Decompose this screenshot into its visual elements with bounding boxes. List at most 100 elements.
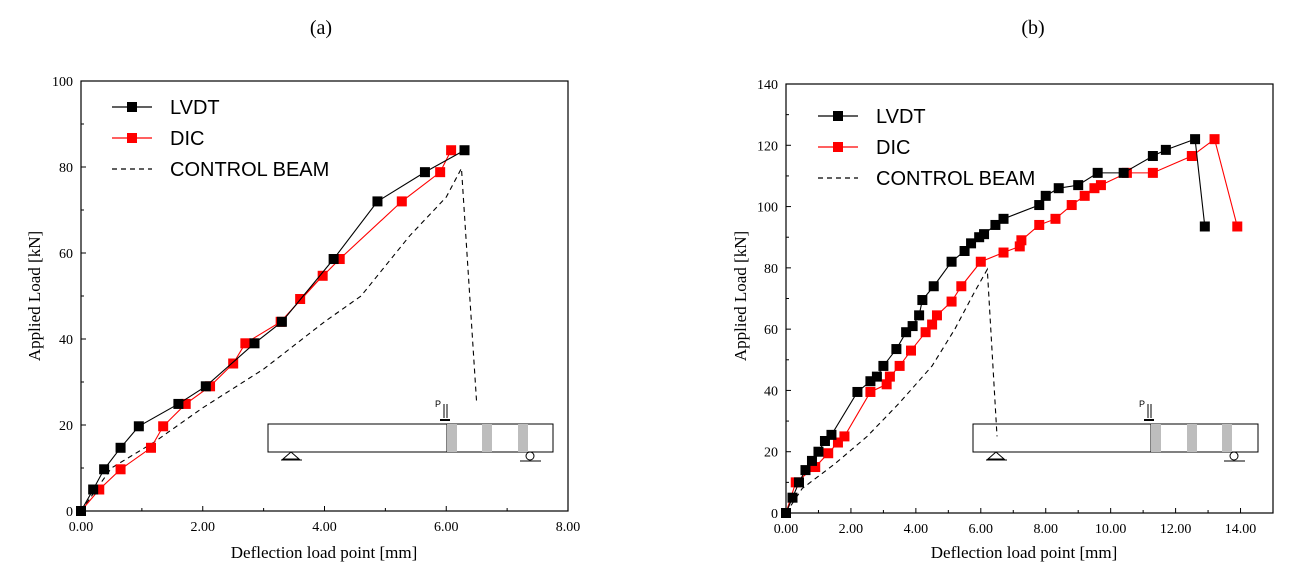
data-point-lvdt [998, 213, 1009, 224]
data-point-lvdt [826, 429, 837, 440]
data-point-dic [1016, 235, 1027, 246]
y-tick-label: 20 [59, 419, 73, 434]
data-point-dic [446, 145, 457, 156]
legend-label: CONTROL BEAM [876, 168, 1035, 190]
panel-label-a: (a) [310, 17, 332, 39]
legend-label: LVDT [170, 97, 220, 119]
data-point-lvdt [891, 344, 902, 355]
y-tick-label: 60 [59, 247, 73, 262]
x-axis-title-b: Deflection load point [mm] [931, 543, 1117, 562]
data-point-dic [146, 442, 157, 453]
data-point-lvdt [1034, 200, 1045, 211]
y-axis-title-b: Applied Load [kN] [731, 231, 750, 361]
data-point-lvdt [979, 229, 990, 240]
data-point-dic [832, 437, 843, 448]
data-point-dic [317, 270, 328, 281]
data-point-dic [1089, 183, 1100, 194]
y-tick-label: 40 [764, 384, 778, 399]
data-point-dic [865, 386, 876, 397]
data-point-dic [1186, 151, 1197, 162]
data-point-dic [884, 371, 895, 382]
data-point-dic [158, 421, 169, 432]
y-tick-label: 60 [764, 323, 778, 338]
legend-label: LVDT [876, 106, 926, 128]
data-point-dic [1209, 134, 1220, 145]
data-point-dic [1079, 190, 1090, 201]
data-point-dic [228, 358, 239, 369]
data-point-lvdt [1092, 167, 1103, 178]
series-layer-a [76, 145, 478, 516]
data-point-lvdt [865, 376, 876, 387]
legend-label: DIC [170, 128, 204, 150]
series-layer-b [781, 134, 1243, 518]
data-point-dic [115, 464, 126, 475]
x-tick-label: 12.00 [1160, 522, 1192, 537]
x-tick-label: 2.00 [191, 520, 216, 535]
data-point-lvdt [276, 316, 287, 327]
x-axis-title-a: Deflection load point [mm] [231, 543, 417, 562]
data-point-lvdt [959, 246, 970, 257]
data-point-lvdt [372, 196, 383, 207]
data-point-lvdt [917, 295, 928, 306]
data-point-dic [881, 379, 892, 390]
series-line-control-beam [785, 267, 998, 514]
x-tick-label: 6.00 [434, 520, 459, 535]
data-point-lvdt [928, 281, 939, 292]
data-point-lvdt [88, 484, 99, 495]
axis-ticks-b: 0.00 2.00 4.00 6.00 8.00 10.00 12.00 14.00 0 20 40… [757, 78, 1256, 537]
data-point-dic [1232, 221, 1243, 232]
data-point-lvdt [1147, 151, 1158, 162]
x-tick-label: 2.00 [839, 522, 864, 537]
y-tick-label: 120 [757, 139, 778, 154]
series-line-dic [80, 149, 452, 512]
y-tick-label: 100 [52, 75, 73, 90]
data-point-dic [839, 431, 850, 442]
data-point-lvdt [787, 492, 798, 503]
data-point-dic [435, 167, 446, 178]
data-point-dic [823, 448, 834, 459]
series-line-dic [785, 138, 1238, 514]
data-point-dic [1066, 200, 1077, 211]
data-point-lvdt [871, 371, 882, 382]
beam-schematic-inset-b: P [972, 399, 1259, 462]
data-point-lvdt [901, 327, 912, 338]
y-tick-label: 80 [59, 161, 73, 176]
data-point-dic [1014, 241, 1025, 252]
data-point-lvdt [800, 465, 811, 476]
data-point-lvdt [1199, 221, 1210, 232]
data-point-lvdt [1053, 183, 1064, 194]
chart-panel-a: (a) 0.00 2.00 4.00 6.00 8.00 0 20 40 60 80 100 Def… [25, 17, 580, 562]
y-tick-label: 20 [764, 446, 778, 461]
load-label-b: P [1139, 399, 1145, 409]
data-point-lvdt [966, 238, 977, 249]
data-point-dic [920, 327, 931, 338]
axis-ticks-a: 0.00 2.00 4.00 6.00 8.00 0 20 40 60 80 100 [52, 75, 580, 535]
data-point-lvdt [76, 506, 86, 516]
y-tick-label: 40 [59, 333, 73, 348]
data-point-dic [810, 462, 821, 473]
data-point-lvdt [1160, 144, 1171, 155]
data-point-lvdt [1190, 134, 1201, 145]
data-point-lvdt [133, 421, 144, 432]
x-tick-label: 0.00 [774, 522, 799, 537]
series-line-lvdt [785, 138, 1206, 514]
data-point-lvdt [852, 386, 863, 397]
data-point-lvdt [99, 464, 110, 475]
data-point-lvdt [1073, 180, 1084, 191]
legend-marker [127, 102, 137, 112]
data-point-lvdt [1040, 190, 1051, 201]
data-point-lvdt [249, 338, 260, 349]
data-point-dic [180, 398, 191, 409]
x-tick-label: 4.00 [904, 522, 929, 537]
data-point-dic [931, 310, 942, 321]
data-point-dic [396, 196, 407, 207]
data-point-dic [1050, 213, 1061, 224]
data-point-lvdt [115, 442, 126, 453]
chart-panel-b: (b) 0.00 2.00 4.00 6.00 8.00 10.00 12.00 14.000… [731, 17, 1274, 562]
x-tick-label: 0.00 [69, 520, 94, 535]
data-point-dic [956, 281, 967, 292]
legend-b: LVDT DIC CONTROL BEAM [818, 106, 1035, 190]
x-tick-label: 8.00 [1033, 522, 1058, 537]
data-point-dic [894, 360, 905, 371]
